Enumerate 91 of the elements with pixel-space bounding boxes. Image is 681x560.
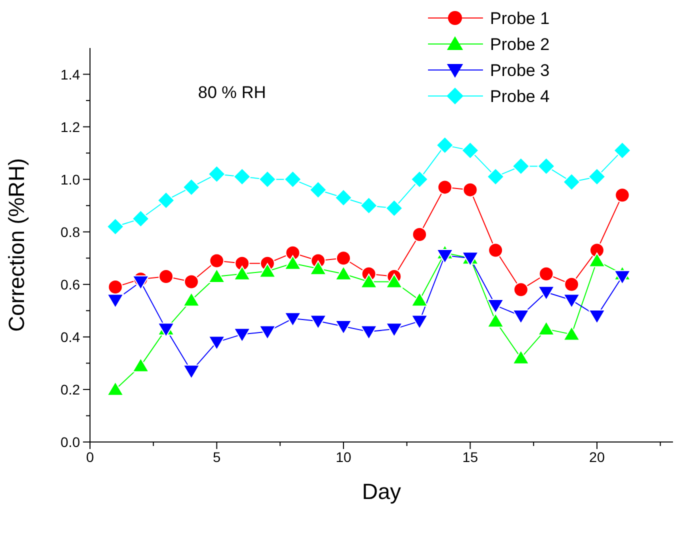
point	[182, 178, 200, 196]
point	[538, 320, 555, 336]
point	[106, 381, 124, 396]
point	[588, 252, 606, 268]
point	[258, 263, 276, 278]
point	[436, 136, 454, 154]
point	[336, 250, 351, 266]
point	[563, 294, 580, 308]
point	[461, 142, 480, 160]
point	[488, 242, 504, 258]
y-tick-label: 1.4	[60, 66, 80, 82]
point	[182, 364, 200, 380]
point	[538, 286, 555, 300]
point	[234, 328, 251, 343]
point	[512, 350, 530, 364]
point	[513, 282, 528, 298]
point	[360, 325, 378, 340]
y-tick-label: 0.4	[60, 328, 80, 345]
point	[410, 292, 428, 307]
point	[360, 274, 378, 288]
y-tick-label: 1.2	[60, 118, 80, 135]
point	[360, 196, 378, 214]
x-tick-label: 5	[212, 449, 221, 465]
point	[562, 173, 581, 191]
point	[106, 294, 124, 308]
point	[284, 170, 302, 188]
point	[385, 199, 404, 218]
point	[614, 188, 630, 203]
point	[537, 157, 556, 176]
point	[234, 256, 250, 271]
point	[386, 274, 403, 288]
point	[334, 188, 352, 207]
point	[462, 182, 478, 198]
point	[309, 180, 328, 199]
point	[614, 270, 631, 285]
y-tick-label: 0.6	[60, 276, 80, 292]
point	[564, 276, 580, 292]
legend-label: Probe 1	[490, 9, 550, 28]
point	[563, 326, 580, 341]
x-tick-label: 0	[86, 449, 94, 465]
point	[108, 280, 123, 295]
x-tick-label: 15	[462, 449, 478, 465]
point	[588, 168, 606, 186]
point	[208, 336, 226, 350]
point	[184, 274, 199, 290]
point	[487, 298, 504, 314]
point	[310, 260, 327, 276]
point	[512, 309, 530, 324]
point	[233, 168, 251, 186]
y-tick-label: 0.2	[60, 381, 80, 398]
point	[106, 218, 124, 236]
point	[538, 266, 554, 282]
point	[258, 325, 276, 340]
point	[512, 157, 530, 176]
point	[486, 168, 504, 186]
point	[234, 266, 251, 280]
point	[132, 275, 150, 290]
point	[209, 253, 224, 268]
x-tick-label: 10	[336, 449, 352, 465]
point	[258, 170, 276, 188]
point	[157, 191, 175, 210]
legend-label: Probe 2	[490, 35, 550, 54]
point	[334, 266, 352, 280]
x-axis-title: Day	[362, 479, 402, 504]
point	[182, 292, 200, 307]
point	[334, 320, 352, 335]
point	[386, 322, 403, 338]
text: 0.0	[60, 434, 80, 450]
point	[284, 255, 302, 270]
legend-label: Probe 3	[490, 61, 550, 80]
point	[412, 226, 428, 242]
point	[613, 142, 632, 160]
point	[437, 180, 452, 195]
point	[132, 210, 150, 228]
point	[284, 312, 302, 327]
point	[436, 249, 454, 264]
y-axis-title: Correction (%RH)	[4, 158, 29, 332]
annotation: 80 % RH	[198, 83, 266, 102]
point	[410, 314, 428, 330]
point	[410, 170, 428, 188]
point	[158, 269, 174, 284]
point	[208, 165, 226, 183]
point	[310, 314, 327, 330]
point	[588, 309, 606, 324]
legend-label: Probe 4	[490, 87, 550, 106]
point	[132, 358, 150, 372]
y-tick-label: 1.0	[60, 171, 80, 188]
y-tick-label: 0.8	[60, 224, 80, 240]
x-tick-label: 20	[589, 449, 605, 465]
point	[487, 312, 504, 328]
point	[208, 268, 226, 283]
